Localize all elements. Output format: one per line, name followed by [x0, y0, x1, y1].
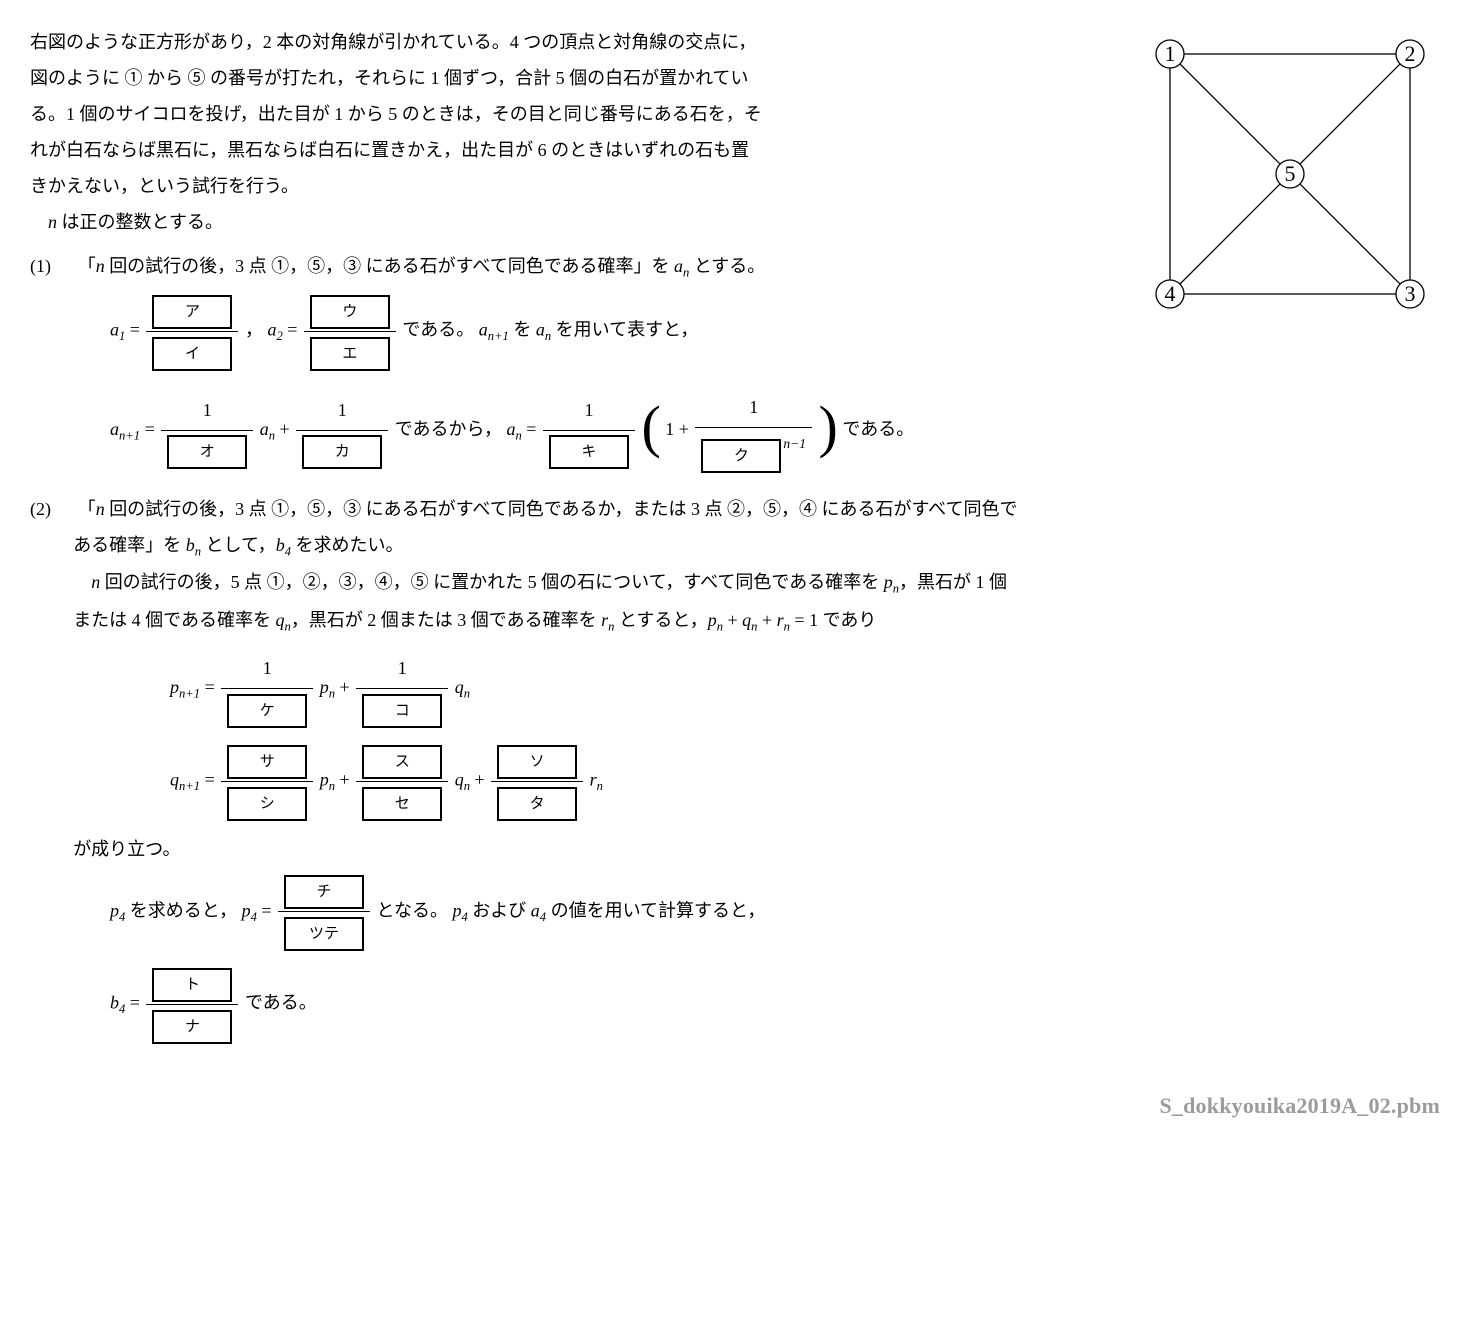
answer-box-ke: ケ: [227, 694, 307, 728]
equation-b4: b4 = ト ナ である。: [110, 965, 1450, 1044]
answer-box-ki: キ: [549, 435, 629, 469]
square-figure: 1 2 3 4 5: [1140, 24, 1440, 336]
answer-box-ku: ク: [701, 439, 781, 473]
intro-line: れが白石ならば黒石に，黒石ならば白石に置きかえ，出た目が 6 のときはいずれの石…: [30, 132, 1110, 168]
answer-box-i: イ: [152, 337, 232, 371]
answer-box-u: ウ: [310, 295, 390, 329]
svg-text:5: 5: [1285, 161, 1296, 186]
answer-box-so: ソ: [497, 745, 577, 779]
answer-box-ta: タ: [497, 787, 577, 821]
answer-box-tsute: ツテ: [284, 917, 364, 951]
svg-text:4: 4: [1165, 281, 1176, 306]
svg-text:1: 1: [1165, 41, 1176, 66]
answer-box-o: オ: [167, 435, 247, 469]
intro-line: きかえない，という試行を行う。: [30, 168, 1110, 204]
intro-line: n は正の整数とする。: [30, 204, 1110, 240]
source-filename: S_dokkyouika2019A_02.pbm: [30, 1084, 1450, 1128]
part-2: (2) 「n 回の試行の後，3 点 ①，⑤，③ にある石がすべて同色であるか，ま…: [30, 491, 1450, 1044]
intro-line: る。1 個のサイコロを投げ，出た目が 1 から 5 のときは，その目と同じ番号に…: [30, 96, 1110, 132]
answer-box-a: ア: [152, 295, 232, 329]
answer-box-su: ス: [362, 745, 442, 779]
answer-box-shi: シ: [227, 787, 307, 821]
holds-text: が成り立つ。: [30, 831, 1450, 867]
problem-intro: 右図のような正方形があり，2 本の対角線が引かれている。4 つの頂点と対角線の交…: [30, 24, 1450, 240]
svg-text:2: 2: [1405, 41, 1416, 66]
intro-line: 図のように ① から ⑤ の番号が打たれ，それらに 1 個ずつ，合計 5 個の白…: [30, 60, 1110, 96]
answer-box-se: セ: [362, 787, 442, 821]
part-number: (2): [30, 491, 73, 527]
equation-recurrence-an: an+1 = 1 オ an + 1 カ であるから， an = 1 キ ( 1 …: [110, 389, 1450, 473]
answer-box-na: ナ: [152, 1010, 232, 1044]
answer-box-chi: チ: [284, 875, 364, 909]
equation-p4: p4 を求めると， p4 = チ ツテ となる。 p4 および a4 の値を用い…: [110, 873, 1450, 952]
svg-text:3: 3: [1405, 281, 1416, 306]
answer-box-e: エ: [310, 337, 390, 371]
answer-box-ka: カ: [302, 435, 382, 469]
equation-p-recurrence: pn+1 = 1 ケ pn + 1 コ qn: [170, 650, 1450, 728]
answer-box-ko: コ: [362, 694, 442, 728]
answer-box-to: ト: [152, 968, 232, 1002]
part-number: (1): [30, 248, 73, 284]
equation-q-recurrence: qn+1 = サ シ pn + ス セ qn + ソ タ rn: [170, 742, 1450, 821]
answer-box-sa: サ: [227, 745, 307, 779]
intro-line: 右図のような正方形があり，2 本の対角線が引かれている。4 つの頂点と対角線の交…: [30, 24, 1110, 60]
